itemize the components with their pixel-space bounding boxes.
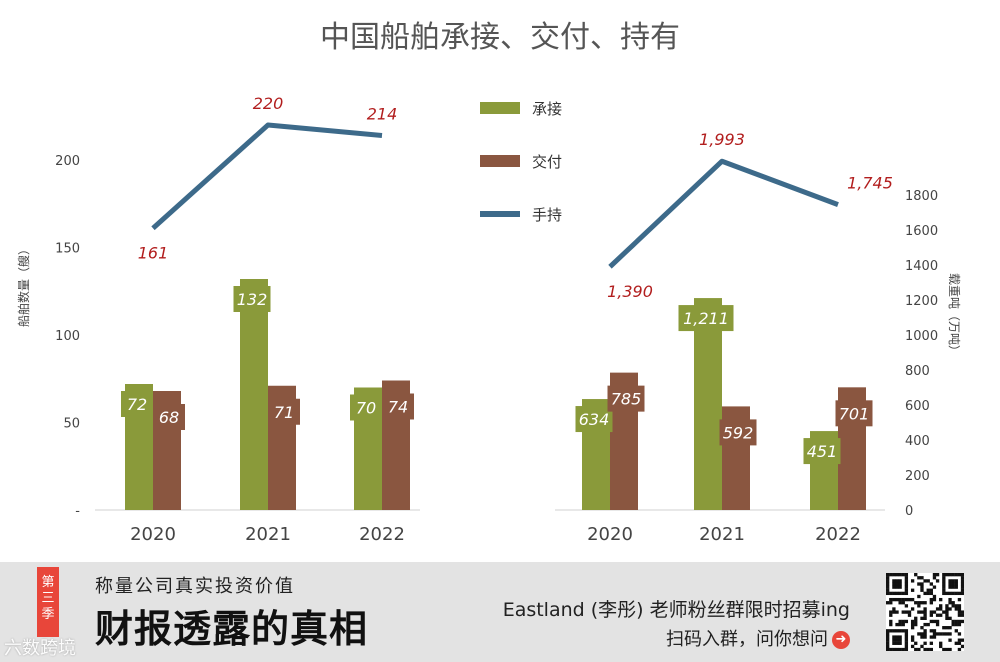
bar-承接	[240, 279, 268, 510]
data-label-box	[607, 385, 645, 412]
right-tick-label: 1200	[905, 294, 938, 309]
data-label: 592	[723, 423, 754, 442]
category-label: 2022	[359, 524, 405, 545]
category-label: 2020	[587, 524, 633, 545]
right-tick-label: 1600	[905, 224, 938, 239]
legend-label: 交付	[532, 153, 562, 171]
data-label: 451	[807, 442, 838, 461]
line-手持	[151, 122, 383, 231]
scan-prompt[interactable]: 扫码入群，问你想问 ➜	[666, 625, 850, 651]
data-label: 132	[237, 290, 268, 309]
line-data-label: 1,745	[847, 174, 893, 193]
data-label: 68	[159, 408, 179, 427]
data-label-box	[575, 406, 613, 433]
season-char: 季	[41, 607, 55, 622]
line-data-label: 214	[367, 105, 398, 124]
right-axis-label: 载重吨（万吨）	[947, 273, 961, 357]
data-label-box	[153, 404, 185, 430]
chart-title: 中国船舶承接、交付、持有	[320, 20, 680, 55]
data-label: 74	[388, 398, 408, 417]
data-label-box	[803, 438, 841, 465]
data-label-box	[233, 286, 271, 312]
legend-swatch	[480, 211, 520, 217]
right-tick-label: 200	[905, 469, 930, 484]
legend-swatch	[480, 102, 520, 114]
right-tick-label: 400	[905, 434, 930, 449]
qr-code-icon	[886, 573, 965, 652]
left-tick-label: 100	[55, 329, 80, 344]
category-label: 2021	[699, 524, 745, 545]
data-label-box	[268, 398, 300, 425]
left-tick-label: 200	[55, 154, 80, 169]
left-tick-label: 50	[63, 417, 80, 432]
right-tick-label: 800	[905, 364, 930, 379]
data-label-box	[350, 394, 382, 421]
qr-code[interactable]	[886, 573, 965, 652]
right-tick-label: 1000	[905, 329, 938, 344]
season-char: 三	[41, 591, 55, 606]
banner-subtitle: 称量公司真实投资价值	[95, 576, 295, 597]
data-label-box	[719, 419, 757, 446]
data-label: 785	[611, 390, 642, 409]
data-label-box	[382, 393, 414, 420]
category-label: 2020	[130, 524, 176, 545]
left-axis-label: 船舶数量（艘）	[16, 243, 31, 327]
data-label-box	[678, 305, 734, 332]
legend-label: 手持	[532, 206, 562, 224]
scan-text: 扫码入群，问你想问	[666, 629, 828, 650]
left-tick-label: -	[75, 504, 80, 519]
right-tick-label: 1400	[905, 259, 938, 274]
data-label-box	[835, 400, 873, 427]
line-data-label: 161	[138, 243, 169, 262]
bar-承接	[694, 298, 722, 510]
data-label: 71	[274, 403, 294, 422]
category-label: 2022	[815, 524, 861, 545]
chart-area: 中国船舶承接、交付、持有 - 50 100 150 200 0 200 400 600 800 100…	[16, 20, 961, 545]
data-label-box	[121, 391, 153, 417]
right-tick-label: 1800	[905, 189, 938, 204]
recruit-text: Eastland (李彤) 老师粉丝群限时招募ing	[502, 599, 850, 621]
right-tick-label: 0	[905, 504, 913, 519]
watermark: 六数跨境	[4, 638, 76, 659]
line-data-label: 1,993	[699, 130, 745, 149]
line-data-label: 220	[253, 94, 284, 113]
line-手持	[608, 158, 839, 269]
category-label: 2021	[245, 524, 291, 545]
data-label: 70	[356, 399, 376, 418]
line-data-label: 1,390	[607, 282, 653, 301]
legend-label: 承接	[532, 100, 562, 118]
data-label: 701	[839, 404, 870, 423]
left-tick-label: 150	[55, 242, 80, 257]
legend-swatch	[480, 155, 520, 167]
right-tick-label: 600	[905, 399, 930, 414]
banner-title: 财报透露的真相	[95, 606, 369, 651]
season-badge: 第 三 季	[37, 567, 59, 637]
data-label: 1,211	[683, 309, 729, 328]
arrow-right-circle-icon[interactable]: ➜	[832, 631, 850, 649]
data-label: 634	[579, 410, 610, 429]
season-char: 第	[41, 575, 55, 590]
data-label: 72	[127, 395, 147, 414]
